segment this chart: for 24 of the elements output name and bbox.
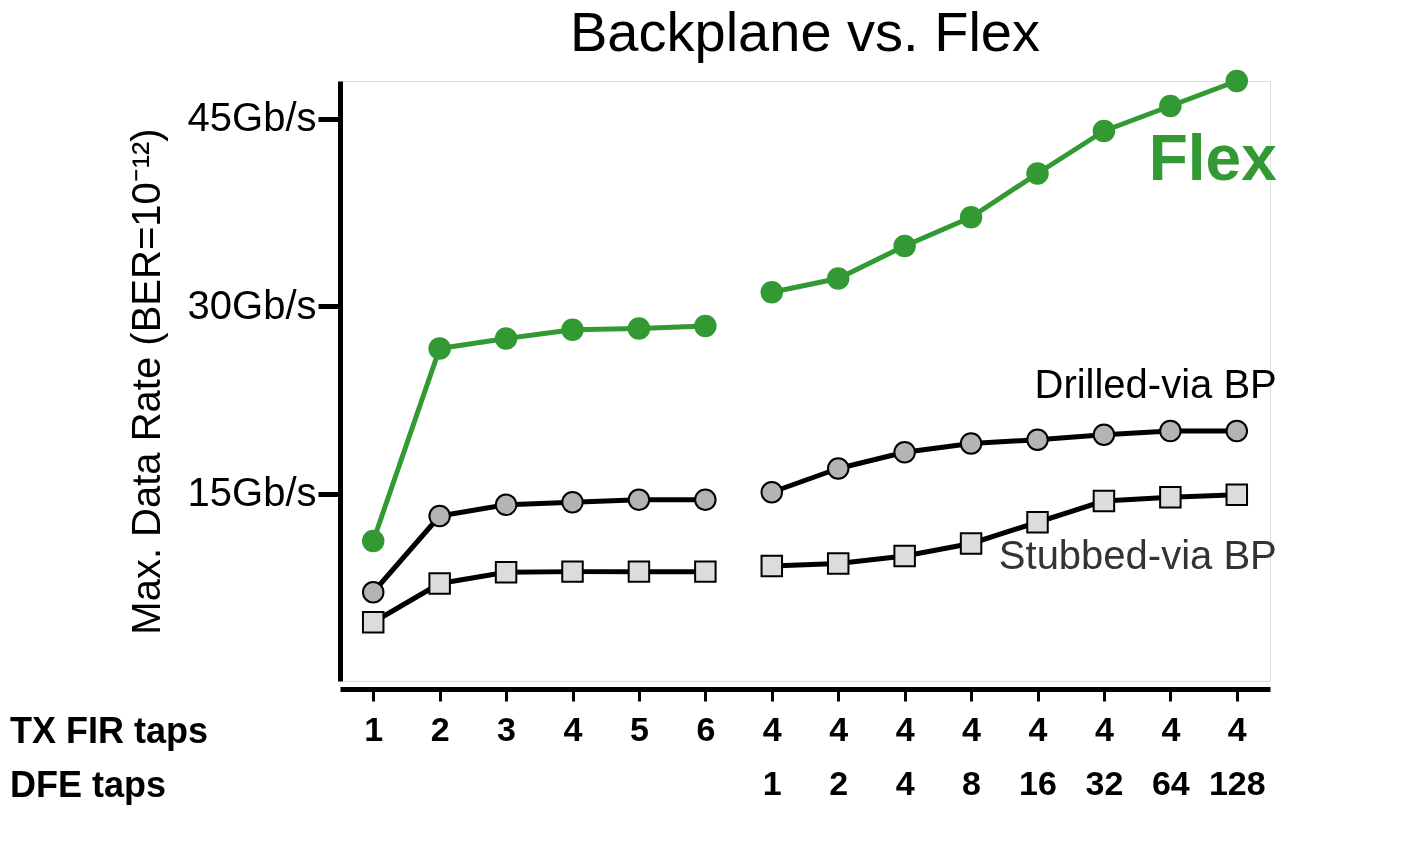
series-label: Stubbed-via BP bbox=[998, 532, 1277, 577]
y-tick-label: 45Gb/s bbox=[187, 95, 317, 139]
y-tick-label: 15Gb/s bbox=[187, 470, 317, 514]
x-tick-label: 4 4 bbox=[895, 709, 915, 802]
text: DFE taps bbox=[10, 764, 167, 805]
x-tick-label: 4 128 bbox=[1208, 709, 1266, 802]
x-tick-label: 4 2 bbox=[829, 709, 849, 802]
x-tick-label: 1 bbox=[364, 709, 384, 748]
x-tick-label: 6 bbox=[696, 709, 716, 748]
x-tick-label: 4 64 bbox=[1151, 709, 1190, 802]
chart-title: Backplane vs. Flex bbox=[570, 0, 1040, 63]
series-label: Flex bbox=[1148, 122, 1278, 194]
x-tick-label: 4 8 bbox=[962, 709, 982, 802]
x-tick-label: 4 32 bbox=[1085, 709, 1124, 802]
x-tick-label: 2 bbox=[430, 709, 450, 748]
x-tick-label: 4 16 bbox=[1019, 709, 1057, 802]
y-tick-label: 30Gb/s bbox=[187, 282, 317, 327]
series-label: Drilled-via BP bbox=[1034, 362, 1277, 406]
y-axis-title: Max. Data Rate (BER=10⁻¹²) bbox=[123, 128, 168, 635]
x-tick-label: 4 bbox=[563, 709, 583, 748]
x-tick-label: 3 bbox=[497, 709, 517, 748]
x-tick-label: 4 1 bbox=[762, 709, 782, 802]
x-tick-label: 5 bbox=[629, 709, 649, 748]
text: TX FIR taps bbox=[10, 710, 209, 751]
